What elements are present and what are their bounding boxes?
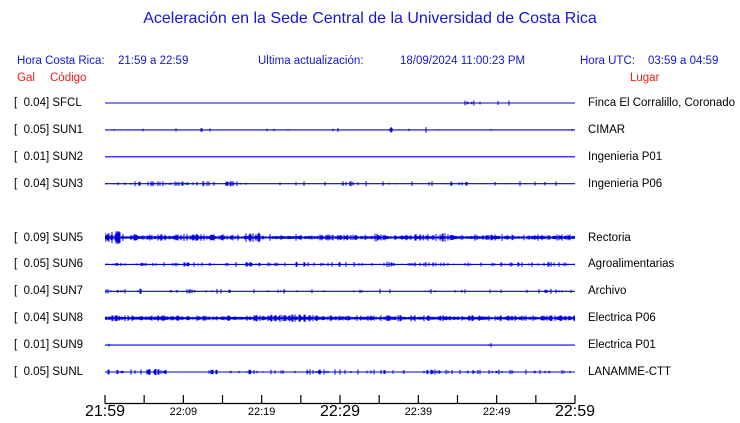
last-update-value: 18/09/2024 11:00:23 PM: [400, 55, 526, 67]
axis-tick-label-22-19: 22:19: [247, 406, 276, 418]
trace-SUN3: [105, 180, 575, 187]
trace-SFCL: [105, 100, 575, 106]
trace-SUN7: [105, 288, 575, 294]
column-headers-row: Gal Código Lugar: [0, 72, 740, 86]
axis-tick-label-22-59: 22:59: [554, 403, 596, 420]
station-gal-code-SUN2: [ 0.01] SUN2: [14, 150, 84, 163]
station-gal-code-SFCL: [ 0.04] SFCL: [14, 97, 82, 109]
station-location-SFCL: Finca El Corralillo, Coronado: [588, 97, 736, 109]
station-gal-code-SUN7: [ 0.04] SUN7: [14, 285, 84, 298]
trace-SUN5: [105, 230, 575, 245]
station-gal-code-SUN8: [ 0.04] SUN8: [14, 312, 84, 325]
local-time-label: Hora Costa Rica:: [17, 55, 105, 67]
column-header-gal: Gal: [17, 72, 35, 84]
station-gal-code-SUN1: [ 0.05] SUN1: [14, 123, 84, 136]
trace-SUN9: [105, 343, 575, 348]
trace-SUN1: [105, 127, 575, 133]
trace-SUN6: [105, 261, 575, 268]
station-gal-code-SUN9: [ 0.01] SUN9: [14, 339, 84, 352]
page-title: Aceleración en la Sede Central de la Uni…: [143, 10, 597, 27]
station-gal-code-SUN3: [ 0.04] SUN3: [14, 177, 84, 190]
utc-time-value: 03:59 a 04:59: [648, 55, 719, 67]
column-header-lugar: Lugar: [630, 72, 660, 84]
station-location-SUN7: Archivo: [588, 285, 627, 298]
axis-tick-label-22-09: 22:09: [169, 406, 198, 418]
trace-SUNL: [105, 369, 575, 375]
station-location-SUN3: Ingenieria P06: [588, 177, 663, 190]
trace-SUN8: [105, 314, 575, 322]
local-time-value: 21:59 a 22:59: [118, 55, 189, 67]
axis-tick-label-21-59: 21:59: [84, 403, 126, 420]
station-gal-code-SUNL: [ 0.05] SUNL: [14, 366, 84, 378]
header-info-row: Hora Costa Rica: 21:59 a 22:59 Ultima ac…: [0, 55, 740, 69]
seismic-traces-plot: [105, 100, 575, 375]
axis-tick-label-22-29: 22:29: [319, 403, 361, 420]
column-header-codigo: Código: [50, 72, 87, 84]
axis-tick-label-22-49: 22:49: [482, 406, 511, 418]
station-location-SUN9: Electrica P01: [588, 339, 656, 352]
time-axis: [104, 395, 576, 405]
station-location-SUN8: Electrica P06: [588, 312, 656, 325]
last-update-label: Ultima actualización:: [258, 55, 364, 67]
station-location-SUN1: CIMAR: [588, 123, 626, 136]
axis-tick-label-22-39: 22:39: [404, 406, 433, 418]
station-location-SUNL: LANAMME-CTT: [588, 366, 672, 378]
station-location-SUN5: Rectoria: [588, 231, 631, 244]
utc-time-label: Hora UTC:: [580, 55, 635, 67]
station-gal-code-SUN5: [ 0.09] SUN5: [14, 231, 84, 244]
station-location-SUN2: Ingenieria P01: [588, 150, 663, 163]
station-gal-code-SUN6: [ 0.05] SUN6: [14, 258, 84, 271]
station-location-SUN6: Agroalimentarias: [588, 258, 675, 271]
